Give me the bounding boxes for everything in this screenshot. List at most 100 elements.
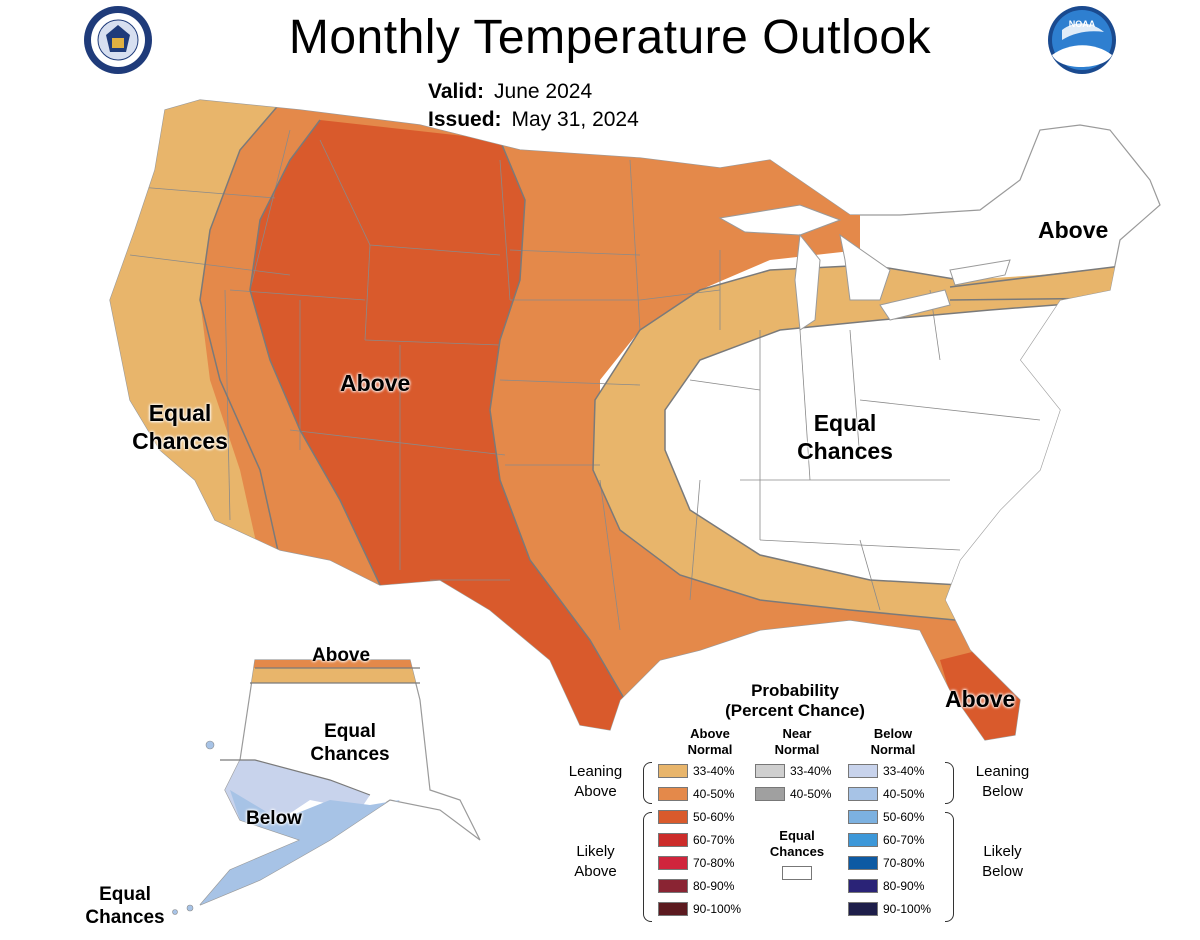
legend-below-head: Below Normal xyxy=(858,726,928,757)
legend-above-row-6: 90-100% xyxy=(658,901,741,917)
legend-above-swatch-0 xyxy=(658,764,688,778)
valid-value: June 2024 xyxy=(494,80,593,103)
legend-below-label-4: 70-80% xyxy=(883,856,925,870)
label-florida-above: Above xyxy=(945,686,1016,712)
label-alaska-north-above: Above xyxy=(312,645,371,666)
contour-midwest-outer xyxy=(592,264,961,621)
label-alaska-equal-line2: Chances xyxy=(310,743,390,765)
valid-label: Valid: xyxy=(428,80,485,103)
legend-above-row-0: 33-40% xyxy=(658,763,734,779)
legend-leaning-above-line1: Leaning xyxy=(568,763,623,780)
legend-below-label-0: 33-40% xyxy=(883,764,925,778)
label-alaska-equal: Equal Chances xyxy=(290,721,410,767)
brace-leaning-above xyxy=(643,762,652,804)
label-alaska-below: Below xyxy=(246,808,302,829)
legend-below-swatch-3 xyxy=(848,833,878,847)
legend-likely-above-line1: Likely xyxy=(576,843,615,860)
legend-above-label-4: 70-80% xyxy=(693,856,735,870)
legend-below-row-5: 80-90% xyxy=(848,878,924,894)
legend-above-head-line1: Above xyxy=(690,726,730,741)
legend-near-label-0: 33-40% xyxy=(790,764,832,778)
legend-likely-below-line2: Below xyxy=(982,862,1023,880)
legend-leaning-below: Leaning Below xyxy=(965,762,1040,801)
legend-above-label-3: 60-70% xyxy=(693,833,735,847)
legend-equal-line2: Chances xyxy=(769,843,825,859)
legend-below-row-2: 50-60% xyxy=(848,809,924,825)
label-west-equal-line2: Chances xyxy=(132,427,228,454)
legend-likely-below-line1: Likely xyxy=(983,843,1022,860)
legend-near-head: Near Normal xyxy=(762,726,832,757)
legend-above-swatch-4 xyxy=(658,856,688,870)
legend-above-label-1: 40-50% xyxy=(693,787,735,801)
issued-label: Issued: xyxy=(428,108,502,131)
legend-below-row-1: 40-50% xyxy=(848,786,924,802)
contour-midwest-inner xyxy=(664,299,1121,586)
brace-likely-below xyxy=(945,812,954,922)
legend-below-label-2: 50-60% xyxy=(883,810,925,824)
legend-above-swatch-3 xyxy=(658,833,688,847)
legend-equal-line1: Equal xyxy=(779,828,815,843)
aleutian-islands xyxy=(127,740,215,923)
west-above-50-60 xyxy=(250,120,625,740)
legend-near-row-1: 40-50% xyxy=(755,786,831,802)
legend-below-label-3: 60-70% xyxy=(883,833,925,847)
label-aleutian-equal-line2: Chances xyxy=(85,906,165,928)
legend-leaning-below-line1: Leaning xyxy=(975,763,1030,780)
contour-west-core xyxy=(249,119,381,586)
noaa-logo-icon xyxy=(1048,6,1116,74)
legend-below-swatch-1 xyxy=(848,787,878,801)
label-aleutian-equal: Equal Chances xyxy=(70,884,180,930)
legend-above-swatch-1 xyxy=(658,787,688,801)
legend-above-label-2: 50-60% xyxy=(693,810,735,824)
label-northeast-above: Above xyxy=(1038,217,1109,243)
legend-likely-above: Likely Above xyxy=(558,842,633,881)
legend-below-swatch-2 xyxy=(848,810,878,824)
legend-leaning-above-line2: Above xyxy=(574,782,617,800)
legend-below-row-3: 60-70% xyxy=(848,832,924,848)
brace-leaning-below xyxy=(945,762,954,804)
legend-below-label-1: 40-50% xyxy=(883,787,925,801)
legend-below-label-6: 90-100% xyxy=(883,902,932,916)
legend-below-swatch-5 xyxy=(848,879,878,893)
legend-leaning-above: Leaning Above xyxy=(558,762,633,801)
legend-above-head: Above Normal xyxy=(675,726,745,757)
contour-east-core xyxy=(489,139,626,701)
issued-value: May 31, 2024 xyxy=(511,108,639,131)
noaa-logo-text: NOAA xyxy=(1069,19,1096,29)
valid-row: Valid: June 2024 xyxy=(428,80,592,104)
page-title: Monthly Temperature Outlook xyxy=(288,11,932,64)
label-west-above: Above xyxy=(340,370,411,396)
northeast-leaning-above-33-40 xyxy=(950,265,1130,300)
legend-below-row-6: 90-100% xyxy=(848,901,931,917)
issued-row: Issued: May 31, 2024 xyxy=(428,108,639,132)
label-aleutian-equal-line1: Equal xyxy=(99,884,151,905)
legend-above-row-4: 70-80% xyxy=(658,855,734,871)
legend-likely-above-line2: Above xyxy=(574,862,617,880)
legend-below-swatch-0 xyxy=(848,764,878,778)
legend-above-row-1: 40-50% xyxy=(658,786,734,802)
legend-below-row-0: 33-40% xyxy=(848,763,924,779)
brace-likely-above xyxy=(643,812,652,922)
legend-below-swatch-6 xyxy=(848,902,878,916)
label-east-equal-line1: Equal xyxy=(813,410,877,436)
legend-above-row-5: 80-90% xyxy=(658,878,734,894)
legend-title-line1: Probability xyxy=(751,681,839,700)
great-lakes xyxy=(718,204,1011,331)
legend-above-swatch-2 xyxy=(658,810,688,824)
legend-above-swatch-5 xyxy=(658,879,688,893)
legend-above-label-0: 33-40% xyxy=(693,764,735,778)
contour-west-outer xyxy=(199,100,301,561)
contour-northeast-top xyxy=(949,264,1131,288)
legend-equal-swatch xyxy=(782,866,812,880)
label-alaska-equal-line1: Equal xyxy=(324,721,376,742)
legend-above-row-2: 50-60% xyxy=(658,809,734,825)
legend-above-row-3: 60-70% xyxy=(658,832,734,848)
label-west-equal-line1: Equal xyxy=(148,400,212,426)
legend-below-head-line2: Normal xyxy=(870,741,916,757)
alaska-below-40-50 xyxy=(200,790,400,905)
legend-above-label-5: 80-90% xyxy=(693,879,735,893)
label-east-equal: Equal Chances xyxy=(770,410,920,465)
label-west-equal: Equal Chances xyxy=(105,400,255,455)
legend-below-label-5: 80-90% xyxy=(883,879,925,893)
